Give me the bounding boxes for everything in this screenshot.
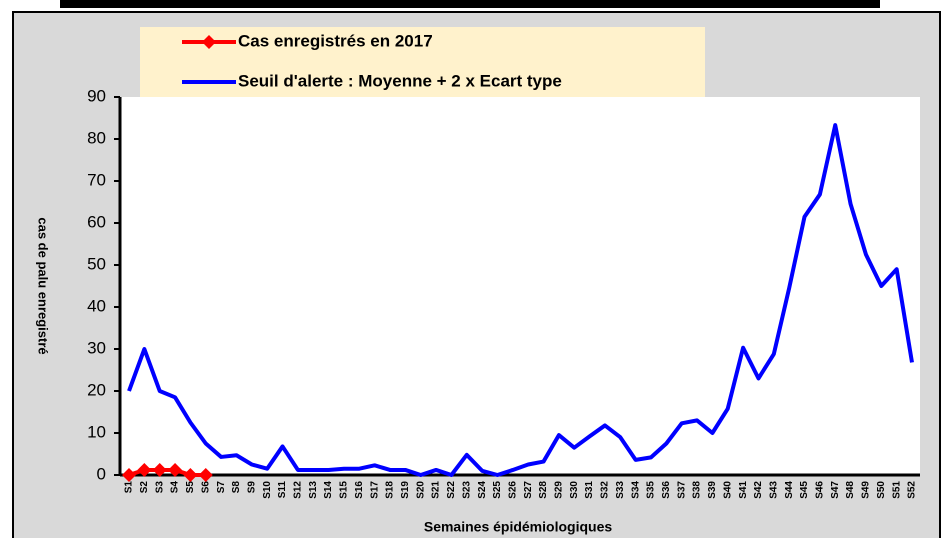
x-tick-label: S36 xyxy=(661,481,672,499)
legend-label: Seuil d'alerte : Moyenne + 2 x Ecart typ… xyxy=(238,71,562,90)
y-tick-label: 40 xyxy=(87,296,106,315)
x-tick-label: S3 xyxy=(154,481,165,494)
x-tick-label: S16 xyxy=(354,481,365,499)
x-tick-label: S26 xyxy=(507,481,518,499)
x-tick-label: S28 xyxy=(538,481,549,499)
marker xyxy=(198,468,213,482)
x-tick-label: S14 xyxy=(323,481,334,499)
marker xyxy=(122,468,136,482)
marker xyxy=(137,462,152,477)
y-tick-label: 50 xyxy=(87,254,106,273)
x-tick-label: S50 xyxy=(876,481,887,499)
x-tick-label: S51 xyxy=(891,481,902,499)
x-tick-label: S37 xyxy=(676,481,687,499)
x-tick-label: S38 xyxy=(692,481,703,499)
x-tick-label: S29 xyxy=(554,481,565,499)
x-tick-label: S5 xyxy=(185,481,196,494)
x-tick-label: S18 xyxy=(385,481,396,499)
x-tick-label: S45 xyxy=(799,481,810,499)
x-tick-label: S43 xyxy=(768,481,779,499)
y-tick-label: 70 xyxy=(87,170,106,189)
x-axis-label: Semaines épidémiologiques xyxy=(424,519,612,535)
x-tick-label: S7 xyxy=(216,481,227,494)
x-tick-label: S34 xyxy=(630,481,641,499)
x-tick-label: S24 xyxy=(477,481,488,499)
x-tick-label: S39 xyxy=(707,481,718,499)
y-tick-label: 80 xyxy=(87,128,106,147)
y-tick-label: 20 xyxy=(87,380,106,399)
x-tick-label: S49 xyxy=(861,481,872,499)
x-tick-label: S20 xyxy=(415,481,426,499)
y-tick-label: 30 xyxy=(87,338,106,357)
top-bar xyxy=(60,0,880,8)
x-tick-label: S25 xyxy=(492,481,503,499)
x-tick-label: S17 xyxy=(369,481,380,499)
x-tick-label: S13 xyxy=(308,481,319,499)
x-tick-label: S12 xyxy=(293,481,304,499)
x-tick-label: S46 xyxy=(815,481,826,499)
x-tick-label: S6 xyxy=(200,481,211,494)
x-tick-label: S22 xyxy=(446,481,457,499)
x-tick-label: S21 xyxy=(431,481,442,499)
x-tick-label: S1 xyxy=(124,481,135,494)
x-tick-label: S31 xyxy=(584,481,595,499)
legend-label: Cas enregistrés en 2017 xyxy=(238,31,433,50)
y-tick-label: 10 xyxy=(87,422,106,441)
x-tick-label: S47 xyxy=(830,481,841,499)
x-tick-label: S23 xyxy=(461,481,472,499)
legend xyxy=(140,27,705,97)
plot-area xyxy=(120,97,920,475)
y-tick-label: 0 xyxy=(97,464,106,483)
x-tick-label: S32 xyxy=(600,481,611,499)
x-tick-label: S30 xyxy=(569,481,580,499)
x-tick-label: S9 xyxy=(246,481,257,494)
x-tick-label: S4 xyxy=(170,481,181,494)
x-tick-label: S19 xyxy=(400,481,411,499)
x-tick-label: S2 xyxy=(139,481,150,494)
marker xyxy=(152,462,167,477)
x-tick-label: S8 xyxy=(231,481,242,494)
x-tick-label: S35 xyxy=(646,481,657,499)
x-tick-label: S33 xyxy=(615,481,626,499)
x-tick-label: S11 xyxy=(277,481,288,499)
y-axis-label: cas de palu enregistré xyxy=(36,217,51,354)
y-tick-label: 90 xyxy=(87,86,106,105)
y-tick-label: 60 xyxy=(87,212,106,231)
x-tick-label: S42 xyxy=(753,481,764,499)
x-tick-label: S40 xyxy=(722,481,733,499)
legend-marker xyxy=(202,35,216,49)
x-tick-label: S48 xyxy=(845,481,856,499)
x-tick-label: S27 xyxy=(523,481,534,499)
x-tick-label: S44 xyxy=(784,481,795,499)
marker xyxy=(168,462,183,477)
x-tick-label: S41 xyxy=(738,481,749,499)
series-line xyxy=(127,123,914,477)
x-tick-label: S52 xyxy=(907,481,918,499)
marker xyxy=(183,468,198,482)
x-tick-label: S10 xyxy=(262,481,273,499)
x-tick-label: S15 xyxy=(339,481,350,499)
